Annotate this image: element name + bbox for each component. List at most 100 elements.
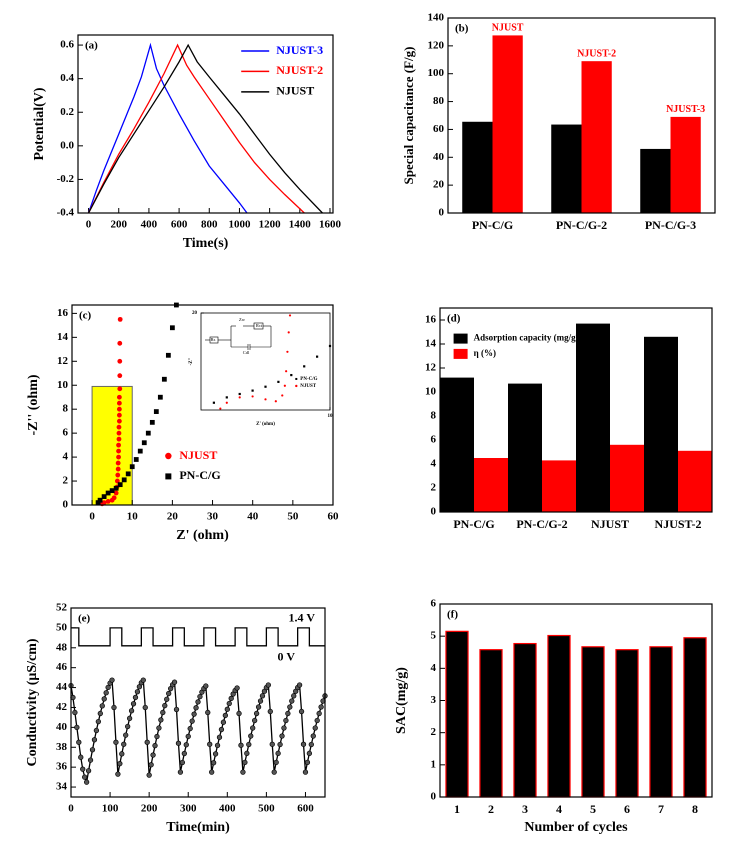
y-tick-label: 140 [428,12,445,24]
marker-circle [72,709,78,716]
marker-circle [220,719,227,725]
marker-circle [285,710,291,717]
marker-circle [111,704,117,711]
y-tick-label: 0 [63,499,69,511]
y-tick-label: 50 [56,621,68,633]
marker-circle [234,685,240,691]
y-tick-label: 0.0 [60,139,74,151]
marker-circle [207,741,213,747]
bar [683,637,707,798]
series-line [87,42,248,214]
marker-circle [116,454,121,460]
marker-circle [140,677,146,683]
y-tick-label: -0.4 [57,207,75,219]
series-line [71,627,325,647]
y-tick-label: 120 [428,39,445,51]
marker-circle [171,679,178,685]
y-tick-label: 42 [56,701,68,713]
marker-square [149,419,155,425]
marker-circle [216,734,223,740]
marker-circle [291,693,297,699]
marker-circle [146,772,152,778]
marker-circle [308,741,314,748]
y-tick-label: 36 [56,761,68,773]
marker-circle [267,708,273,715]
marker-circle [166,690,172,697]
bar [445,630,469,798]
marker-circle [225,401,228,404]
y-tick-label: 14 [425,338,437,350]
marker-circle [242,759,248,766]
x-tick-label: 10 [127,511,139,523]
marker-circle [212,751,219,757]
marker-square [105,490,111,496]
legend-marker [165,473,172,480]
marker-circle [144,739,150,745]
marker-circle [203,683,209,689]
x-tick-label: 1600 [319,219,342,231]
circuit-label: Rs [211,337,216,342]
x-tick-label: 5 [590,802,596,816]
x-tick-label: 30 [207,511,219,523]
bar [479,649,503,798]
marker-circle [134,689,141,695]
marker-circle [181,750,187,757]
marker-circle [271,769,277,775]
marker-circle [236,710,242,717]
y-tick-label: 1 [431,758,437,770]
y-tick-label: 0 [439,207,445,219]
marker-circle [175,740,182,746]
marker-circle [76,739,82,745]
y-tick-label: 8 [431,410,437,422]
x-tick-label: 200 [141,803,158,815]
marker-circle [162,702,168,709]
y-tick-label: 40 [433,151,445,163]
panel-label: (c) [79,310,92,322]
marker-circle [312,725,318,731]
bar [678,450,712,512]
x-axis-label: Time(s) [183,236,229,251]
circuit-diagram [205,322,272,350]
y-tick-label: 12 [57,355,69,367]
x-tick-label: 1000 [228,219,251,231]
marker-circle [283,384,286,387]
series-line [87,43,305,214]
plot-frame [70,607,326,798]
marker-circle [209,769,215,775]
y-tick-label: 0.4 [60,72,74,84]
marker-circle [277,741,283,748]
marker-square [290,373,293,377]
marker-circle [238,396,241,399]
marker-circle [274,400,277,403]
marker-circle [281,394,284,397]
x-tick-label: 8 [692,802,698,816]
marker-circle [197,693,203,700]
marker-circle [300,741,307,747]
marker-circle [252,717,258,724]
y-tick-label: 6 [431,434,437,446]
x-tick-label: 1 [454,802,460,816]
y-tick-label: 34 [56,781,68,793]
bar [508,383,542,512]
marker-circle [173,706,180,713]
legend-marker [295,384,298,388]
marker-circle [164,696,170,702]
x-tick-label: 1200 [259,219,282,231]
x-tick-label: PN-C/G [472,218,513,232]
legend-label: PN-C/G [179,468,220,482]
bar [462,121,493,213]
y-axis-label: -Z'' [189,357,194,365]
y-axis-label: Potential(V) [32,87,47,160]
marker-circle [318,704,324,710]
bar [581,61,612,213]
marker-circle [283,717,289,724]
marker-circle [310,733,316,739]
y-tick-label: 6 [63,427,69,439]
legend-label: NJUST-2 [276,63,323,77]
inset-background [201,313,330,410]
panel-label: (e) [78,613,91,625]
marker-circle [132,694,139,701]
y-tick-label: 20 [192,311,198,316]
circuit-label: Rct [256,323,263,328]
